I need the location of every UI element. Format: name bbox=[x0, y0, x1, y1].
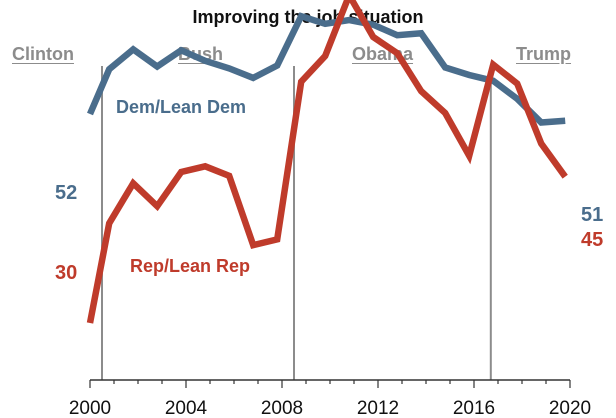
series-line-rep bbox=[86, 0, 568, 324]
start-label-rep: 30 bbox=[55, 262, 78, 284]
era-label-trump: Trump bbox=[516, 44, 572, 64]
series-label-dem: Dem/Lean Dem bbox=[116, 97, 247, 117]
x-tick-label-2008: 2008 bbox=[261, 398, 303, 418]
series-label-rep: Rep/Lean Rep bbox=[130, 256, 251, 276]
x-tick-label-2020: 2020 bbox=[549, 398, 591, 418]
x-tick-label-2016: 2016 bbox=[453, 398, 495, 418]
series-line-dem bbox=[87, 12, 566, 126]
start-label-dem: 52 bbox=[55, 182, 78, 204]
era-label-bush: Bush bbox=[178, 44, 223, 64]
era-label-clinton: Clinton bbox=[12, 44, 74, 64]
end-label-dem: 51 bbox=[581, 204, 604, 226]
end-label-rep: 45 bbox=[581, 229, 604, 251]
x-tick-label-2004: 2004 bbox=[165, 398, 208, 418]
x-tick-label-2000: 2000 bbox=[69, 398, 111, 418]
x-tick-label-2012: 2012 bbox=[357, 398, 399, 418]
